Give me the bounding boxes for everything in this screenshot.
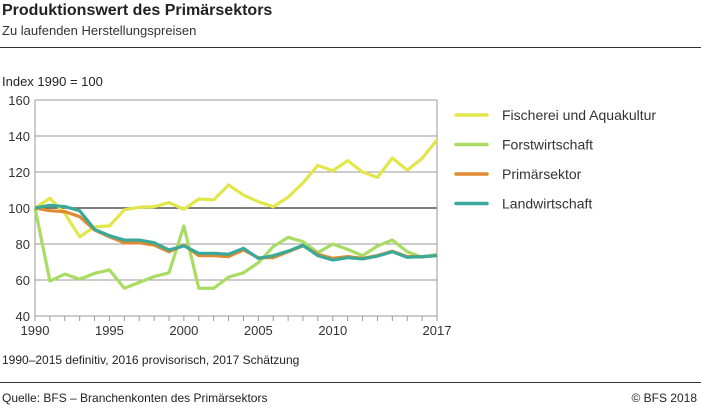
- bottom-divider: [0, 382, 701, 383]
- line-chart: 40 60 80 100 120 140 160 1990 1995 2000 2005 2010 20…: [8, 93, 656, 338]
- top-divider: [0, 47, 701, 48]
- y-tick-label: 100: [8, 201, 30, 216]
- x-tick-label: 2017: [423, 323, 452, 338]
- legend-label: Forstwirtschaft: [502, 137, 593, 153]
- y-tick-label: 60: [16, 273, 30, 288]
- copyright-text: © BFS 2018: [631, 391, 697, 405]
- x-tick-label: 2010: [318, 323, 347, 338]
- y-tick-label: 160: [8, 93, 30, 108]
- source-text: Quelle: BFS – Branchenkonten des Primärs…: [2, 391, 268, 405]
- y-axis-label: Index 1990 = 100: [2, 74, 103, 89]
- x-tick-label: 2005: [244, 323, 273, 338]
- y-tick-label: 140: [8, 129, 30, 144]
- chart-subtitle: Zu laufenden Herstellungspreisen: [2, 23, 197, 38]
- x-tick-label: 2000: [169, 323, 198, 338]
- series-line-fischerei-und-aquakultur: [34, 138, 439, 239]
- series-line-landwirtschaft: [34, 203, 438, 262]
- y-tick-label: 40: [16, 309, 30, 324]
- x-tick-label: 1995: [95, 323, 124, 338]
- legend-label: Landwirtschaft: [502, 196, 592, 212]
- x-tick-label: 1990: [21, 323, 50, 338]
- legend-label: Fischerei und Aquakultur: [502, 107, 656, 123]
- y-tick-label: 120: [8, 165, 30, 180]
- footnote: 1990–2015 definitiv, 2016 provisorisch, …: [2, 353, 300, 367]
- legend-label: Primärsektor: [502, 166, 582, 182]
- y-tick-label: 80: [16, 237, 30, 252]
- chart-title: Produktionswert des Primärsektors: [2, 2, 273, 19]
- series-line-forstwirtschaft: [33, 207, 438, 290]
